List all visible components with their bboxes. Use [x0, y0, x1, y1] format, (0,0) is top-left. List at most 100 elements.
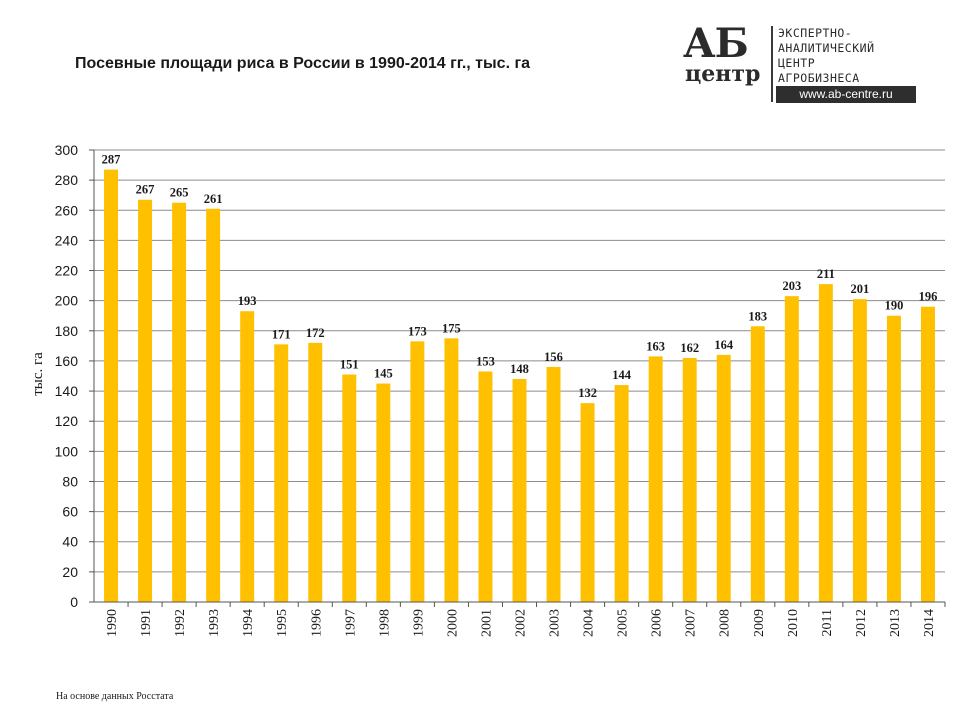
data-label: 153 — [476, 354, 495, 368]
x-tick-label: 2004 — [582, 609, 597, 637]
data-label: 173 — [408, 324, 427, 338]
x-tick-label: 2013 — [888, 609, 903, 637]
axes — [93, 150, 946, 607]
x-tick-label: 1995 — [275, 609, 290, 637]
logo-separator — [771, 26, 773, 102]
y-axis-label: тыс. га — [30, 352, 46, 396]
bar — [648, 356, 663, 602]
data-label: 145 — [374, 367, 393, 381]
data-label: 148 — [510, 362, 529, 376]
data-label: 201 — [851, 282, 870, 296]
y-tick-label: 140 — [55, 383, 79, 399]
y-tick-labels: 0 20 40 60 80 100 120 140 160 180 200 220 240 260 280 3… — [55, 142, 79, 610]
x-tick-label: 2014 — [922, 609, 937, 637]
data-labels: 287 267 265 261 193 171 172 151 145 173 175 153 148 1… — [102, 153, 938, 401]
y-tick-label: 20 — [62, 564, 78, 580]
x-tick-label: 1996 — [309, 609, 324, 637]
x-tick-label: 2012 — [854, 609, 869, 637]
data-label: 162 — [680, 341, 699, 355]
y-tick-label: 220 — [55, 263, 79, 279]
bar — [546, 366, 561, 602]
bar — [512, 379, 527, 602]
x-tick-label: 2003 — [548, 609, 563, 637]
data-label: 196 — [919, 290, 938, 304]
data-label: 203 — [782, 279, 801, 293]
logo-line: ЦЕНТР — [778, 56, 816, 70]
x-tick-label: 1992 — [173, 609, 188, 637]
bar — [580, 403, 595, 602]
bar — [478, 371, 493, 602]
ab-centre-logo: АБ центр ЭКСПЕРТНО- АНАЛИТИЧЕСКИЙ ЦЕНТР … — [683, 24, 923, 104]
bar — [410, 341, 425, 602]
data-label: 164 — [714, 338, 734, 352]
chart-title: Посевные площади риса в России в 1990-20… — [75, 55, 531, 72]
y-tick-label: 240 — [55, 232, 79, 248]
logo-url[interactable]: www.ab-centre.ru — [776, 86, 916, 103]
data-label: 267 — [136, 183, 155, 197]
logo-line: АГРОБИЗНЕСА — [778, 71, 860, 85]
data-label: 190 — [885, 299, 904, 313]
y-tick-label: 60 — [62, 504, 78, 520]
bar — [784, 296, 799, 602]
x-tick-label: 2009 — [752, 609, 767, 637]
bar — [206, 208, 221, 602]
x-tick-label: 2011 — [820, 609, 835, 636]
x-tick-label: 2006 — [650, 609, 665, 637]
x-tick-label: 2002 — [514, 609, 529, 637]
y-tick-label: 40 — [62, 534, 78, 550]
x-tick-label: 1999 — [411, 609, 426, 637]
source-note: На основе данных Росстата — [56, 691, 174, 702]
data-label: 183 — [748, 309, 767, 323]
data-label: 175 — [442, 321, 461, 335]
x-tick-label: 2007 — [684, 609, 699, 637]
bar — [886, 315, 901, 602]
logo-line: АНАЛИТИЧЕСКИЙ — [778, 41, 875, 55]
bar — [750, 326, 765, 602]
logo-line: ЭКСПЕРТНО- — [778, 26, 853, 40]
bars — [104, 169, 935, 602]
x-tick-label: 2001 — [479, 609, 494, 637]
data-label: 171 — [272, 327, 291, 341]
x-tick-label: 1993 — [207, 609, 222, 637]
y-tick-label: 80 — [62, 473, 78, 489]
x-tick-label: 2000 — [445, 609, 460, 637]
logo-mark-bottom: центр — [685, 61, 761, 87]
bar — [614, 385, 629, 602]
y-tick-label: 160 — [55, 353, 79, 369]
bar — [921, 306, 935, 602]
data-label: 144 — [612, 368, 632, 382]
data-label: 211 — [817, 267, 835, 281]
bar — [274, 344, 289, 602]
bar — [682, 357, 697, 602]
bar — [138, 199, 153, 602]
y-tick-label: 300 — [55, 142, 79, 158]
data-label: 132 — [578, 386, 597, 400]
x-tick-label: 1997 — [343, 609, 358, 637]
bar — [852, 299, 867, 602]
data-label: 261 — [204, 192, 223, 206]
y-tick-label: 180 — [55, 323, 79, 339]
x-tick-label: 1998 — [377, 609, 392, 637]
bar — [376, 383, 391, 602]
x-tick-label: 2008 — [718, 609, 733, 637]
bar — [308, 342, 323, 602]
bar — [716, 354, 731, 602]
bar — [342, 374, 357, 602]
logo-text-block: ЭКСПЕРТНО- АНАЛИТИЧЕСКИЙ ЦЕНТР АГРОБИЗНЕ… — [778, 26, 875, 86]
data-label: 265 — [170, 186, 189, 200]
bar — [444, 338, 459, 602]
x-tick-label: 2005 — [616, 609, 631, 637]
data-label: 172 — [306, 326, 325, 340]
y-tick-label: 120 — [55, 413, 79, 429]
data-label: 163 — [646, 339, 665, 353]
y-tick-label: 0 — [70, 594, 78, 610]
data-label: 156 — [544, 350, 563, 364]
y-tick-label: 200 — [55, 293, 79, 309]
bar — [172, 202, 187, 602]
data-label: 193 — [238, 294, 257, 308]
data-label: 151 — [340, 357, 359, 371]
y-tick-label: 100 — [55, 443, 79, 459]
bar — [240, 311, 255, 602]
bar — [104, 169, 118, 602]
